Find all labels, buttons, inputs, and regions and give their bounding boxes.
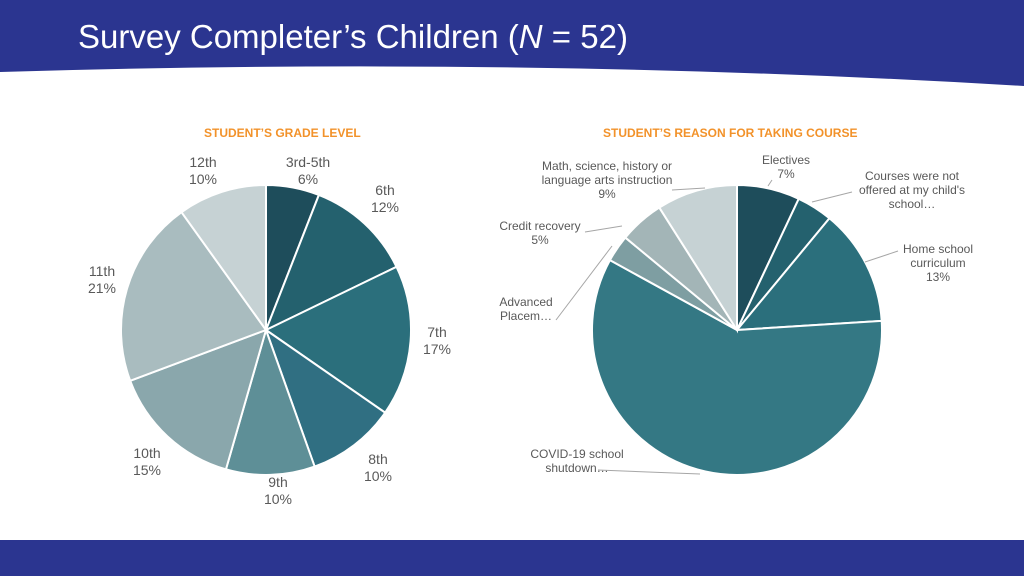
grade-slice-6th: [264, 193, 398, 333]
grade-label-9th: 9th 10%: [264, 474, 292, 507]
reason-leader-line: [671, 187, 706, 191]
grade-level-pie: 3rd-5th 6% 6th 12% 7th 17% 8th 10% 9th 10% 10th 15%…: [88, 154, 451, 507]
header-shape: [0, 0, 1024, 86]
reason-label-electives: Electives 7%: [762, 153, 810, 181]
grade-label-8th: 8th 10%: [364, 451, 392, 484]
reason-leader-line: [767, 179, 773, 187]
reason-slice-covid-19-school-shutdown: [591, 258, 883, 477]
reason-label-courses-were-not-offered-at-my: Courses were not offered at my child's sch…: [859, 169, 965, 211]
reason-label-credit-recovery: Credit recovery 5%: [499, 219, 580, 247]
grade-label-10th: 10th 15%: [133, 445, 161, 478]
reason-leader-line: [584, 225, 623, 233]
grade-slice-7th: [264, 265, 412, 415]
reason-label-math-science-history-or-langua: Math, science, history or language arts i…: [542, 159, 673, 201]
footer-bar: [0, 540, 1024, 576]
pie-charts: 3rd-5th 6% 6th 12% 7th 17% 8th 10% 9th 10% 10th 15%…: [88, 153, 973, 507]
grade-label-3rd-5th: 3rd-5th 6%: [286, 154, 330, 187]
grade-slice-12th: [180, 183, 267, 334]
reason-leader-line: [811, 191, 853, 203]
grade-label-7th: 7th 17%: [423, 324, 451, 357]
chart2-title: STUDENT’S REASON FOR TAKING COURSE: [603, 126, 858, 140]
grade-slice-10th: [128, 328, 268, 471]
reason-label-home-school-curriculum: Home school curriculum 13%: [903, 242, 973, 284]
reason-slice-home-school-curriculum: [734, 216, 883, 332]
grade-label-6th: 6th 12%: [371, 182, 399, 215]
reason-leader-line: [555, 245, 613, 321]
chart1-title: STUDENT’S GRADE LEVEL: [204, 126, 361, 140]
grade-label-11th: 11th 21%: [88, 263, 116, 296]
reason-slice-math-science-history-or-langua: [657, 183, 738, 334]
grade-slice-11th: [120, 210, 268, 383]
page-title: Survey Completer’s Children (N = 52): [78, 18, 628, 56]
title-rest: = 52): [542, 18, 628, 55]
reason-leader-line: [597, 469, 701, 475]
grade-slice-9th: [224, 326, 316, 476]
grade-slice-8th: [264, 327, 387, 468]
grade-label-12th: 12th 10%: [189, 154, 217, 187]
reason-label-covid-19-school-shutdown: COVID-19 school shutdown…: [530, 447, 623, 475]
title-main: Survey Completer’s Children (: [78, 18, 519, 55]
reason-leader-line: [864, 250, 899, 263]
title-n: N: [518, 18, 543, 55]
reason-label-advanced-placem: Advanced Placem…: [499, 295, 552, 323]
header-banner: Survey Completer’s Children (N = 52): [0, 0, 1024, 92]
reason-pie: Electives 7% Courses were not offered at my…: [499, 153, 973, 477]
